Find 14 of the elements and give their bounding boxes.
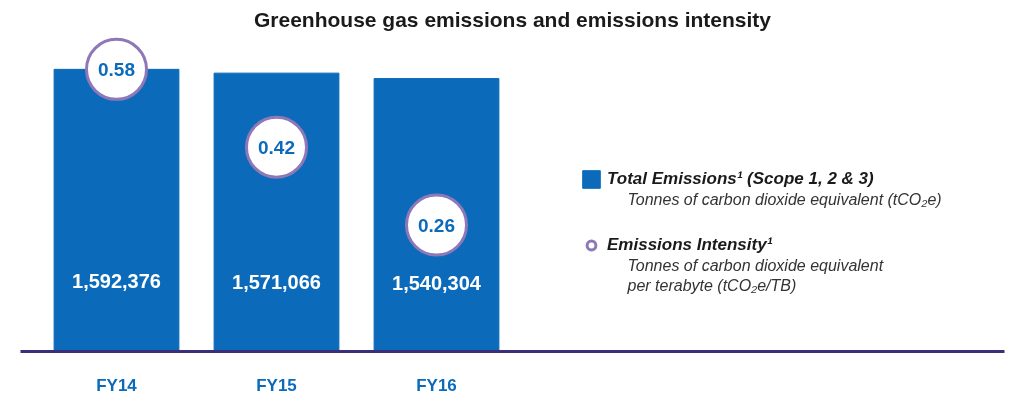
data-label: 1,592,376	[72, 269, 161, 292]
text: Tonnes of carbon dioxide equivalent (tCO₂e)	[627, 190, 942, 208]
data-label: 0.26	[418, 214, 455, 236]
x-tick-label: FY15	[256, 375, 297, 395]
text: Tonnes of carbon dioxide equivalent per terabyte (tCO₂e/TB)	[626, 256, 884, 294]
chart-title: Greenhouse gas emissions and emissions intensity	[254, 7, 772, 31]
data-label: 0.42	[258, 136, 295, 158]
data-label: 1,571,066	[232, 270, 321, 293]
data-label: 1,540,304	[392, 272, 482, 295]
x-tick-label: FY14	[96, 375, 138, 395]
x-tick-label: FY16	[416, 375, 457, 395]
legend-label: Emissions Intensity¹	[607, 235, 773, 255]
legend-label: Total Emissions¹ (Scope 1, 2 & 3)	[607, 169, 874, 189]
data-label: 0.58	[98, 58, 135, 80]
